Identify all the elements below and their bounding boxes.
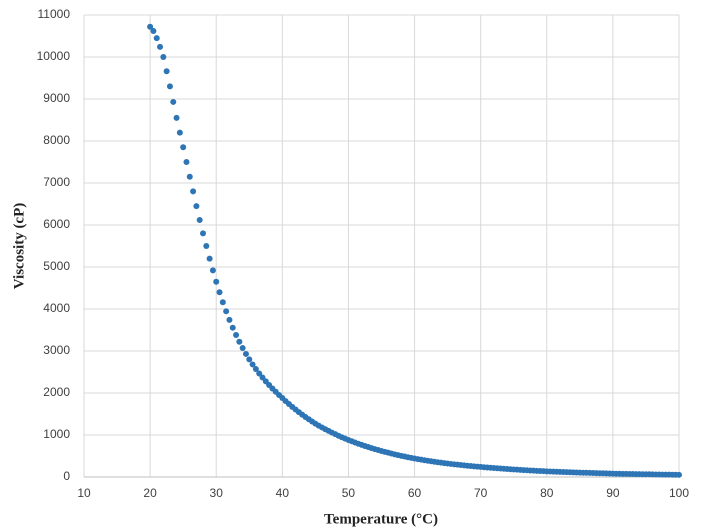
y-tick-label: 9000 bbox=[43, 91, 70, 105]
data-point bbox=[246, 356, 253, 363]
y-tick-label: 1000 bbox=[43, 427, 70, 441]
data-point bbox=[256, 370, 263, 377]
y-tick-label: 0 bbox=[63, 469, 70, 483]
y-tick-label: 8000 bbox=[43, 133, 70, 147]
data-point bbox=[157, 43, 164, 50]
data-point bbox=[252, 366, 259, 373]
data-point bbox=[160, 54, 167, 60]
x-axis-title: Temperature (°C) bbox=[324, 511, 438, 527]
data-point bbox=[150, 27, 157, 34]
x-tick-label: 90 bbox=[606, 486, 620, 500]
data-point bbox=[190, 188, 197, 195]
y-tick-label: 5000 bbox=[43, 259, 70, 273]
x-tick-label: 10 bbox=[77, 486, 91, 500]
data-point bbox=[236, 338, 243, 345]
x-tick-label: 100 bbox=[669, 486, 689, 500]
data-point bbox=[153, 35, 160, 42]
data-point bbox=[229, 324, 236, 331]
data-point bbox=[170, 98, 177, 105]
data-point bbox=[183, 159, 190, 165]
y-tick-label: 4000 bbox=[43, 301, 70, 315]
data-point bbox=[163, 68, 170, 75]
data-point bbox=[180, 144, 187, 151]
x-tick-label: 60 bbox=[408, 486, 422, 500]
data-point bbox=[219, 299, 226, 306]
data-point bbox=[186, 173, 193, 180]
data-point bbox=[209, 267, 216, 274]
data-point bbox=[213, 278, 220, 285]
x-tick-label: 30 bbox=[210, 486, 224, 500]
data-point bbox=[193, 203, 200, 210]
data-point bbox=[216, 289, 223, 296]
data-point bbox=[206, 255, 213, 262]
data-point bbox=[239, 345, 246, 352]
y-tick-label: 11000 bbox=[38, 7, 71, 21]
data-point bbox=[242, 350, 249, 357]
data-point bbox=[676, 471, 682, 478]
data-point bbox=[226, 316, 233, 323]
data-point bbox=[233, 332, 240, 339]
y-axis-title: Viscosity (cP) bbox=[11, 203, 27, 290]
y-tick-label: 10000 bbox=[37, 49, 71, 63]
y-tick-label: 2000 bbox=[43, 385, 70, 399]
data-point bbox=[173, 114, 180, 121]
y-tick-label: 7000 bbox=[43, 175, 70, 189]
data-point bbox=[196, 216, 203, 223]
data-point bbox=[200, 230, 206, 237]
data-point bbox=[203, 243, 210, 249]
y-tick-label: 6000 bbox=[43, 217, 70, 231]
data-point bbox=[176, 129, 183, 136]
data-point bbox=[166, 83, 173, 90]
data-point bbox=[223, 308, 230, 315]
x-tick-label: 70 bbox=[474, 486, 488, 500]
x-tick-label: 80 bbox=[540, 486, 554, 500]
y-tick-label: 3000 bbox=[43, 343, 70, 357]
data-point bbox=[259, 374, 266, 381]
data-point bbox=[147, 23, 154, 30]
x-tick-label: 40 bbox=[276, 486, 290, 500]
x-tick-label: 20 bbox=[143, 486, 157, 500]
data-point bbox=[249, 361, 256, 368]
x-tick-label: 50 bbox=[342, 486, 356, 500]
